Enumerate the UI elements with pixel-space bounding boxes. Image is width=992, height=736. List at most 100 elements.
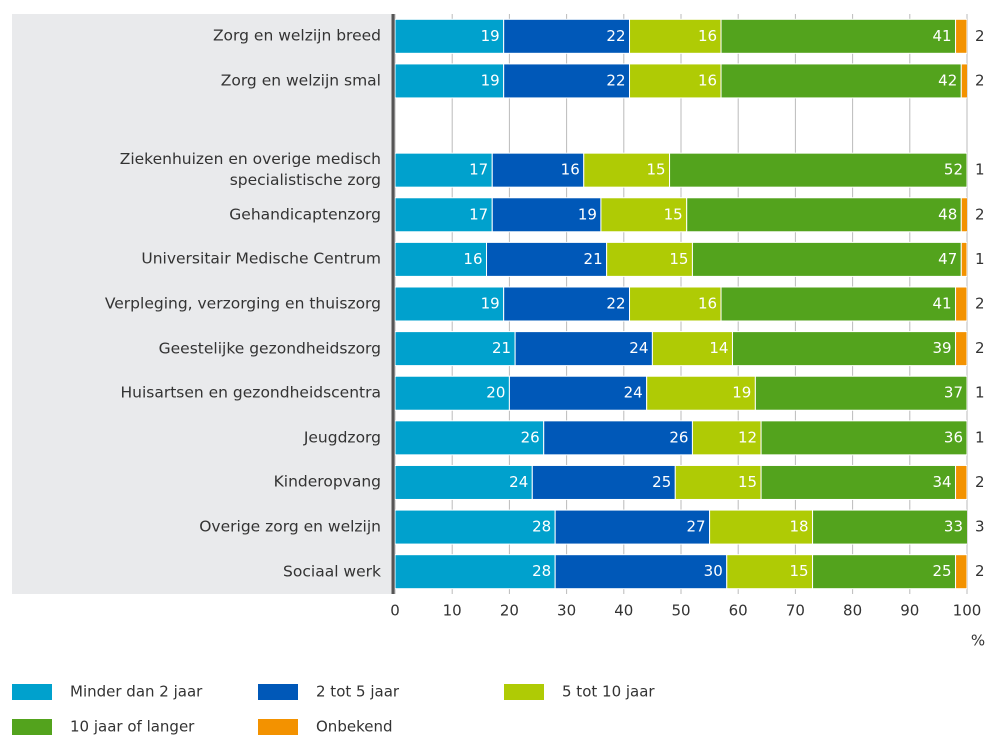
bar-segment xyxy=(726,554,814,590)
data-label: 2 xyxy=(975,473,985,491)
bar-segment xyxy=(760,464,957,500)
data-label: 1 xyxy=(975,428,985,446)
data-label: 16 xyxy=(698,295,717,313)
x-tick-label: 0 xyxy=(390,602,400,620)
data-label: 15 xyxy=(646,161,665,179)
data-label: 20 xyxy=(486,384,505,402)
data-label: 14 xyxy=(709,339,728,357)
category-label: Universitair Medische Centrum xyxy=(141,249,381,268)
category-label: Verpleging, verzorging en thuiszorg xyxy=(104,294,381,313)
data-label: 41 xyxy=(932,295,951,313)
x-tick-label: 80 xyxy=(843,602,862,620)
data-label: 16 xyxy=(698,27,717,45)
bar-segment xyxy=(812,509,967,545)
data-label: 16 xyxy=(698,71,717,89)
data-label: 24 xyxy=(629,339,648,357)
data-label: 41 xyxy=(932,27,951,45)
data-label: 16 xyxy=(561,161,580,179)
bar-segment xyxy=(646,375,756,411)
data-label: 2 xyxy=(975,339,985,357)
legend-label: 5 tot 10 jaar xyxy=(562,683,655,701)
data-label: 19 xyxy=(481,295,500,313)
legend-label: 2 tot 5 jaar xyxy=(316,683,400,701)
x-tick-label: 100 xyxy=(953,602,982,620)
x-tick-label: 70 xyxy=(786,602,805,620)
bar-segment xyxy=(629,63,722,99)
bar-segment xyxy=(955,331,967,367)
data-label: 22 xyxy=(606,27,625,45)
bar-segment xyxy=(503,286,631,322)
label-panel xyxy=(12,14,393,594)
bar-segment xyxy=(514,331,653,367)
data-label: 24 xyxy=(509,473,528,491)
data-label: 2 xyxy=(975,27,985,45)
bar-segment xyxy=(395,18,505,54)
data-label: 15 xyxy=(738,473,757,491)
bar-segment xyxy=(960,241,967,277)
x-tick-label: 60 xyxy=(729,602,748,620)
data-label: 15 xyxy=(669,250,688,268)
data-label: 22 xyxy=(606,295,625,313)
legend-label: Minder dan 2 jaar xyxy=(70,683,203,701)
legend-label: 10 jaar of langer xyxy=(70,718,195,736)
legend-swatch xyxy=(258,719,298,735)
bar-segment xyxy=(760,420,967,456)
bar-segment xyxy=(395,375,510,411)
legend-swatch xyxy=(12,684,52,700)
data-label: 22 xyxy=(606,71,625,89)
bar-segment xyxy=(686,197,962,233)
bar-segment xyxy=(955,554,967,590)
data-label: 34 xyxy=(932,473,951,491)
x-tick-label: 10 xyxy=(443,602,462,620)
bar-segment xyxy=(960,197,967,233)
x-axis-label: % xyxy=(971,632,985,650)
data-label: 1 xyxy=(975,250,985,268)
category-label: Zorg en welzijn breed xyxy=(212,26,381,45)
data-label: 18 xyxy=(789,518,808,536)
data-label: 25 xyxy=(932,562,951,580)
category-label: Ziekenhuizen en overige medisch speciali… xyxy=(119,150,381,190)
data-label: 12 xyxy=(738,428,757,446)
data-label: 19 xyxy=(578,205,597,223)
bar-segment xyxy=(629,286,722,322)
data-label: 2 xyxy=(975,71,985,89)
data-label: 27 xyxy=(687,518,706,536)
category-label: Overige zorg en welzijn xyxy=(199,517,381,536)
bar-segment xyxy=(503,63,631,99)
bar-segment xyxy=(629,18,722,54)
legend-swatch xyxy=(258,684,298,700)
bar-segment xyxy=(491,197,602,233)
data-label: 52 xyxy=(944,161,963,179)
data-label: 15 xyxy=(789,562,808,580)
data-label: 2 xyxy=(975,562,985,580)
data-label: 2 xyxy=(975,295,985,313)
data-label: 48 xyxy=(938,205,957,223)
data-label: 16 xyxy=(463,250,482,268)
bar-segment xyxy=(955,18,967,54)
data-label: 21 xyxy=(584,250,603,268)
legend-label: Onbekend xyxy=(316,718,392,736)
bar-segment xyxy=(508,375,648,411)
category-label: Geestelijke gezondheidszorg xyxy=(158,339,381,358)
bar-segment xyxy=(674,464,762,500)
data-label: 1 xyxy=(975,384,985,402)
bar-segment xyxy=(395,286,505,322)
data-label: 1 xyxy=(975,161,985,179)
legend-swatch xyxy=(504,684,544,700)
x-tick-label: 20 xyxy=(500,602,519,620)
data-label: 47 xyxy=(938,250,957,268)
bar-segment xyxy=(966,152,967,188)
bar-segment xyxy=(531,464,676,500)
bar-segment xyxy=(731,331,957,367)
bar-segment xyxy=(395,331,516,367)
category-label: Sociaal werk xyxy=(283,562,381,581)
bar-segment xyxy=(395,420,545,456)
bar-segment xyxy=(966,420,967,456)
bar-segment xyxy=(966,375,967,411)
bar-segment xyxy=(395,464,533,500)
data-label: 30 xyxy=(704,562,723,580)
data-label: 28 xyxy=(532,562,551,580)
category-label: Huisartsen en gezondheidscentra xyxy=(120,383,381,402)
